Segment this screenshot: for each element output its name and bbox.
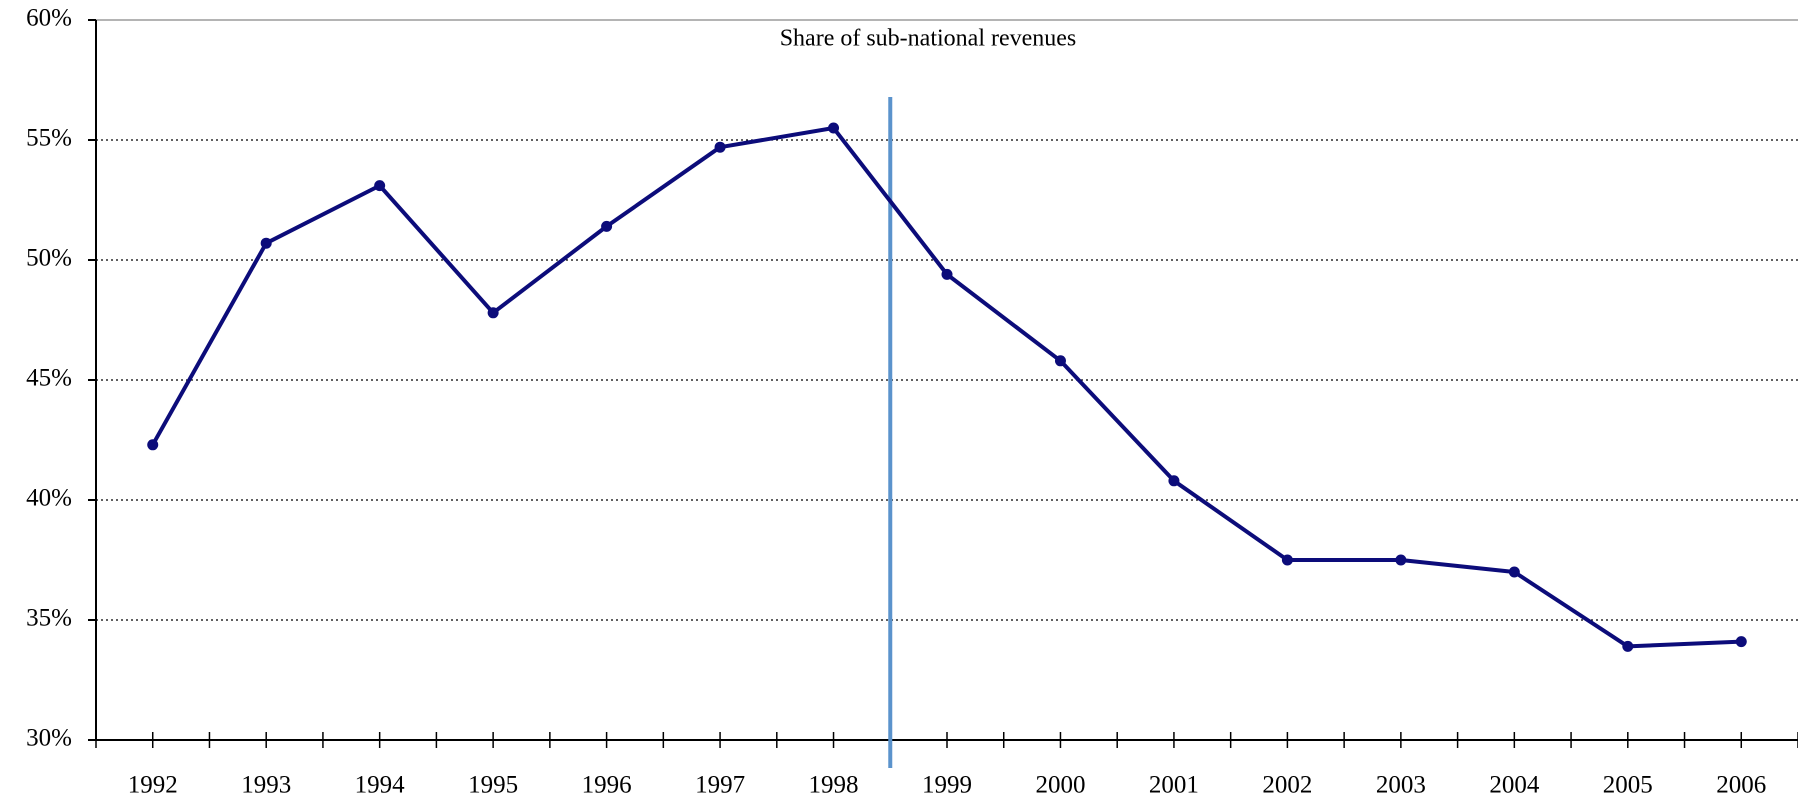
x-tick-label: 2000 bbox=[1035, 772, 1085, 799]
point bbox=[714, 141, 726, 153]
point bbox=[1508, 566, 1520, 578]
x-tick-label: 1996 bbox=[582, 772, 632, 799]
y-tick-label: 50% bbox=[26, 245, 72, 272]
x-tick-label: 1995 bbox=[468, 772, 518, 799]
point bbox=[147, 439, 159, 451]
x-tick-label: 2002 bbox=[1262, 772, 1312, 799]
point bbox=[828, 122, 840, 134]
x-tick-label: 2003 bbox=[1376, 772, 1426, 799]
point bbox=[374, 180, 386, 192]
x-tick-label: 1992 bbox=[128, 772, 178, 799]
y-tick-label: 55% bbox=[26, 125, 72, 152]
y-tick-label: 40% bbox=[26, 485, 72, 512]
x-tick-label: 2005 bbox=[1603, 772, 1653, 799]
y-tick-label: 30% bbox=[26, 725, 72, 752]
point bbox=[1054, 355, 1066, 367]
point bbox=[260, 237, 272, 249]
point bbox=[1281, 554, 1293, 566]
chart-title: Share of sub-national revenues bbox=[780, 26, 1077, 52]
series-line bbox=[150, 126, 1742, 649]
x-tick-label: 1997 bbox=[695, 772, 745, 799]
x-tick-label: 1993 bbox=[241, 772, 291, 799]
point bbox=[1622, 640, 1634, 652]
point bbox=[1168, 475, 1180, 487]
point bbox=[941, 268, 953, 280]
point bbox=[1735, 636, 1747, 648]
x-tick-label: 1998 bbox=[809, 772, 859, 799]
point bbox=[601, 220, 613, 232]
x-tick-label: 2001 bbox=[1149, 772, 1199, 799]
x-tick-label: 2006 bbox=[1716, 772, 1766, 799]
y-tick-label: 35% bbox=[26, 605, 72, 632]
y-tick-label: 60% bbox=[26, 5, 72, 32]
x-tick-label: 1999 bbox=[922, 772, 972, 799]
x-tick-label: 2004 bbox=[1489, 772, 1540, 799]
y-tick-label: 45% bbox=[26, 365, 72, 392]
x-tick-label: 1994 bbox=[355, 772, 406, 799]
point bbox=[487, 307, 499, 319]
point bbox=[1395, 554, 1407, 566]
